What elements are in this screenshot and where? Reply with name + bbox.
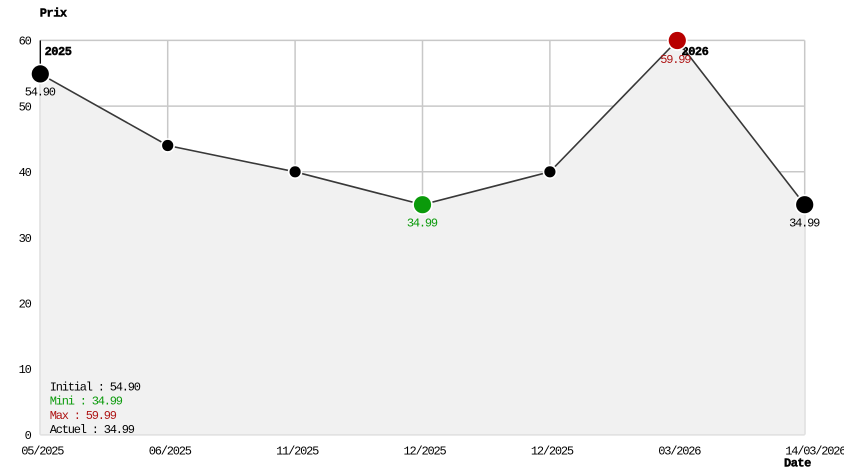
svg-text:Prix: Prix [40,6,67,20]
svg-text:12/2025: 12/2025 [531,445,574,459]
svg-text:54.90: 54.90 [25,86,56,100]
svg-text:Actuel : 34.99: Actuel : 34.99 [50,423,135,437]
svg-text:60: 60 [19,35,32,49]
svg-text:Mini : 34.99: Mini : 34.99 [50,395,123,409]
svg-text:20: 20 [19,298,32,312]
svg-text:50: 50 [19,100,32,114]
svg-text:30: 30 [19,232,32,246]
svg-text:10: 10 [19,363,32,377]
svg-text:0: 0 [25,429,32,443]
svg-text:2026: 2026 [682,45,709,59]
svg-text:12/2025: 12/2025 [403,445,446,459]
svg-text:03/2026: 03/2026 [658,445,701,459]
svg-text:Initial : 54.90: Initial : 54.90 [50,380,141,394]
svg-text:40: 40 [19,166,32,180]
svg-text:2025: 2025 [45,45,72,59]
svg-text:06/2025: 06/2025 [149,445,192,459]
svg-text:05/2025: 05/2025 [21,445,64,459]
svg-text:11/2025: 11/2025 [276,445,319,459]
svg-text:34.99: 34.99 [789,216,820,230]
svg-text:14/03/2026: 14/03/2026 [785,445,844,459]
svg-text:Max : 59.99: Max : 59.99 [50,409,117,423]
svg-text:59.99: 59.99 [660,53,691,67]
svg-text:34.99: 34.99 [407,216,438,230]
svg-text:Date: Date [784,457,811,471]
